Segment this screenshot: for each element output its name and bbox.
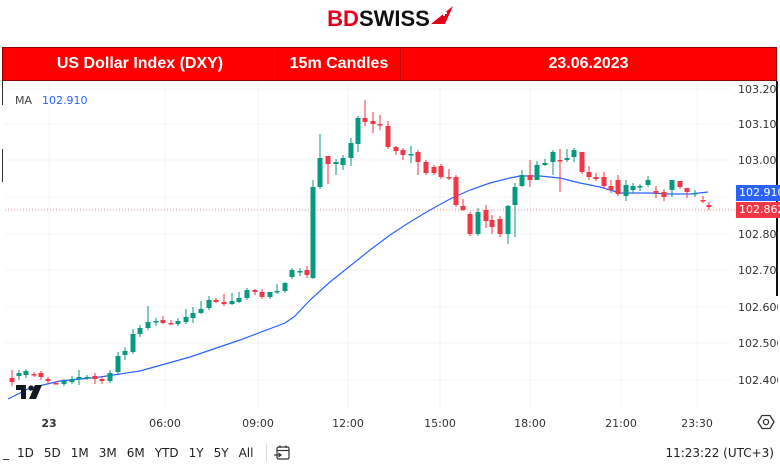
- brand-logo: BDSWISS: [0, 0, 780, 38]
- date-range-icon[interactable]: [273, 444, 291, 462]
- range-1d-button[interactable]: 1D: [17, 446, 34, 460]
- range-1y-button[interactable]: 1Y: [188, 446, 204, 460]
- clock-timezone[interactable]: 11:23:22 (UTC+3): [665, 446, 774, 460]
- range-ytd-button[interactable]: YTD: [154, 446, 179, 460]
- ma-label: MA: [15, 94, 33, 107]
- ma-value: 102.910: [42, 94, 88, 107]
- y-axis-label: 102.700: [738, 264, 778, 277]
- x-axis-label: 21:00: [605, 417, 637, 430]
- toolbar-divider: [266, 444, 268, 462]
- timeframe-label: 15m Candles: [278, 48, 401, 80]
- date-label: 23.06.2023: [548, 55, 629, 72]
- x-axis-label: 18:00: [514, 417, 546, 430]
- range-6m-button[interactable]: 6M: [126, 446, 145, 460]
- x-axis-label: 06:00: [149, 417, 181, 430]
- x-axis-label: 23: [41, 417, 57, 430]
- y-axis-label: 102.500: [738, 337, 778, 350]
- y-axis-label: 102.600: [738, 301, 778, 314]
- ma-price-tag: 102.910: [736, 185, 780, 201]
- x-axis-label: 09:00: [242, 417, 274, 430]
- bottom-toolbar: _ 1D 5D 1M 3M 6M YTD 1Y 5Y All 11:23:22 …: [0, 442, 780, 464]
- y-axis-label: 103.000: [738, 154, 778, 167]
- range-5y-button[interactable]: 5Y: [213, 446, 229, 460]
- x-axis-label: 15:00: [424, 417, 456, 430]
- y-axis-label: 103.100: [738, 118, 778, 131]
- collapse-handle[interactable]: _: [3, 446, 9, 460]
- last-price-tag: 102.862: [736, 202, 780, 218]
- tradingview-logo-icon: [16, 385, 42, 399]
- settings-icon[interactable]: [757, 413, 775, 431]
- x-axis-label: 23:30: [681, 417, 713, 430]
- y-axis-label: 102.800: [738, 228, 778, 241]
- candlestick-chart[interactable]: [0, 0, 780, 440]
- instrument-title: US Dollar Index (DXY): [3, 48, 278, 80]
- frame-border: [2, 149, 3, 182]
- y-axis-label: 103.200: [738, 83, 778, 96]
- chart-header: US Dollar Index (DXY) 15m Candles 23.06.…: [2, 47, 777, 81]
- range-3m-button[interactable]: 3M: [98, 446, 117, 460]
- swiss-cross-flag-icon: [430, 6, 453, 24]
- range-1m-button[interactable]: 1M: [70, 446, 89, 460]
- brand-name: BDSWISS: [327, 6, 430, 31]
- x-axis-label: 12:00: [332, 417, 364, 430]
- range-5d-button[interactable]: 5D: [43, 446, 61, 460]
- frame-border: [2, 81, 3, 105]
- range-all-button[interactable]: All: [238, 446, 254, 460]
- indicator-legend[interactable]: MA 102.910: [15, 94, 88, 107]
- y-axis-label: 102.400: [738, 374, 778, 387]
